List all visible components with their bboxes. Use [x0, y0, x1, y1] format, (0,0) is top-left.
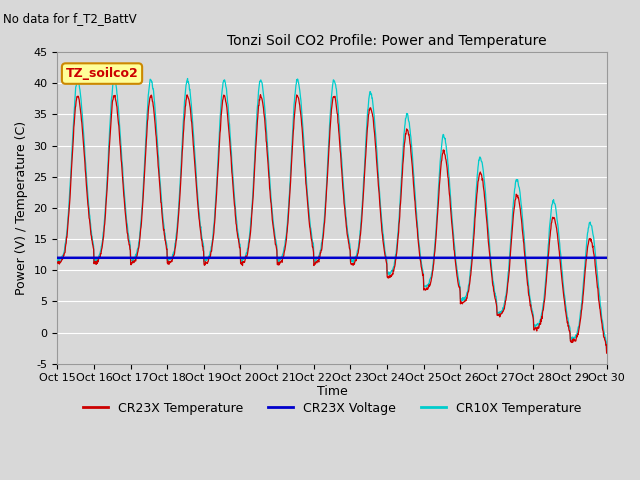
Y-axis label: Power (V) / Temperature (C): Power (V) / Temperature (C) [15, 121, 28, 295]
Text: No data for f_T2_BattV: No data for f_T2_BattV [3, 12, 137, 25]
X-axis label: Time: Time [317, 385, 348, 398]
Legend: CR23X Temperature, CR23X Voltage, CR10X Temperature: CR23X Temperature, CR23X Voltage, CR10X … [78, 397, 586, 420]
Text: TZ_soilco2: TZ_soilco2 [66, 67, 138, 80]
Title: Tonzi Soil CO2 Profile: Power and Temperature: Tonzi Soil CO2 Profile: Power and Temper… [227, 34, 547, 48]
